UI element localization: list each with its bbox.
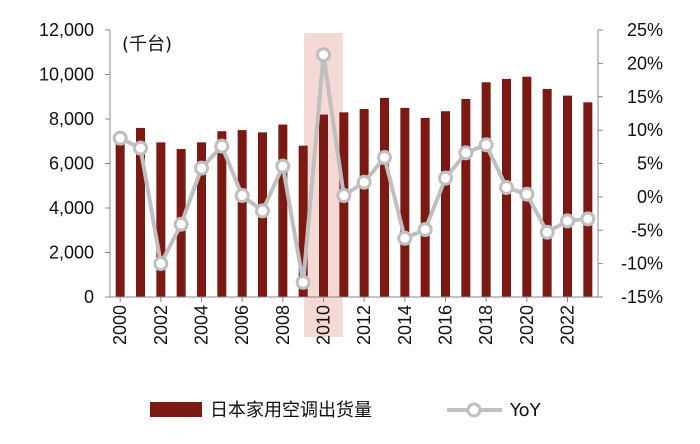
x-tick-label: 2020 (517, 305, 537, 345)
yoy-point (336, 188, 352, 204)
right-tick-label: -15% (621, 287, 663, 307)
x-tick-label: 2000 (110, 305, 130, 345)
legend-line-label: YoY (509, 400, 542, 421)
bar (339, 112, 349, 297)
bar (197, 142, 206, 297)
bar (380, 97, 389, 297)
left-axis-unit-label: (千台) (122, 34, 172, 55)
yoy-point (112, 130, 128, 146)
yoy-point (295, 274, 311, 290)
left-tick-label: 6,000 (49, 154, 94, 174)
yoy-point (397, 230, 413, 246)
bar (563, 95, 572, 297)
yoy-point (458, 145, 474, 161)
bar (400, 107, 410, 297)
right-tick-label: 10% (627, 120, 663, 140)
yoy-point (539, 224, 555, 240)
bar (217, 131, 227, 297)
yoy-point (519, 186, 535, 202)
yoy-line (119, 52, 589, 285)
yoy-point (417, 222, 433, 238)
left-tick-label: 0 (84, 287, 94, 307)
bar (481, 82, 491, 297)
bar (136, 127, 145, 298)
yoy-point (153, 256, 169, 272)
right-tick-label: -10% (621, 254, 663, 274)
bar (441, 111, 450, 298)
yoy-point (499, 180, 514, 196)
yoy-point (255, 203, 270, 219)
bar (359, 108, 369, 297)
yoy-point (377, 149, 392, 165)
bar (156, 142, 166, 297)
legend: 日本家用空调出货量 YoY (150, 400, 542, 421)
x-tick-label: 2010 (314, 305, 334, 345)
x-tick-label: 2018 (476, 305, 496, 345)
left-tick-label: 2,000 (49, 243, 94, 263)
yoy-point (234, 188, 250, 204)
right-tick-label: 20% (627, 53, 663, 73)
bar (115, 136, 125, 297)
bar (237, 130, 247, 297)
legend-bar-swatch (150, 402, 202, 417)
left-tick-label: 12,000 (39, 20, 94, 40)
left-tick-label: 8,000 (49, 109, 94, 129)
yoy-point (580, 211, 596, 227)
bar (319, 114, 328, 297)
bar (583, 102, 593, 297)
left-tick-label: 4,000 (49, 198, 94, 218)
yoy-point (133, 140, 148, 156)
x-tick-label: 2014 (395, 305, 415, 345)
yoy-point (173, 216, 189, 232)
right-tick-label: 15% (627, 87, 663, 107)
yoy-point (316, 47, 331, 63)
right-tick-label: 0% (637, 187, 663, 207)
x-tick-label: 2022 (558, 305, 578, 345)
yoy-point (214, 138, 230, 154)
yoy-point (438, 170, 453, 186)
yoy-point (478, 137, 494, 153)
x-tick-label: 2008 (273, 305, 293, 345)
x-tick-label: 2002 (151, 305, 171, 345)
right-tick-label: 5% (637, 154, 663, 174)
x-tick-label: 2016 (436, 305, 456, 345)
yoy-point (356, 174, 372, 190)
legend-bar-label: 日本家用空调出货量 (210, 400, 372, 421)
yoy-point (194, 160, 209, 176)
right-tick-label: -5% (631, 220, 663, 240)
bar (298, 145, 308, 297)
bar (420, 117, 430, 297)
yoy-point (275, 158, 291, 174)
x-tick-label: 2012 (354, 305, 374, 345)
right-tick-label: 25% (627, 20, 663, 40)
legend-line-marker (466, 402, 482, 418)
x-tick-label: 2004 (192, 305, 212, 345)
yoy-point (560, 213, 575, 229)
left-tick-label: 10,000 (39, 65, 94, 85)
bar (461, 98, 471, 297)
bar (278, 124, 288, 297)
x-tick-label: 2006 (232, 305, 252, 345)
bar (542, 88, 552, 298)
